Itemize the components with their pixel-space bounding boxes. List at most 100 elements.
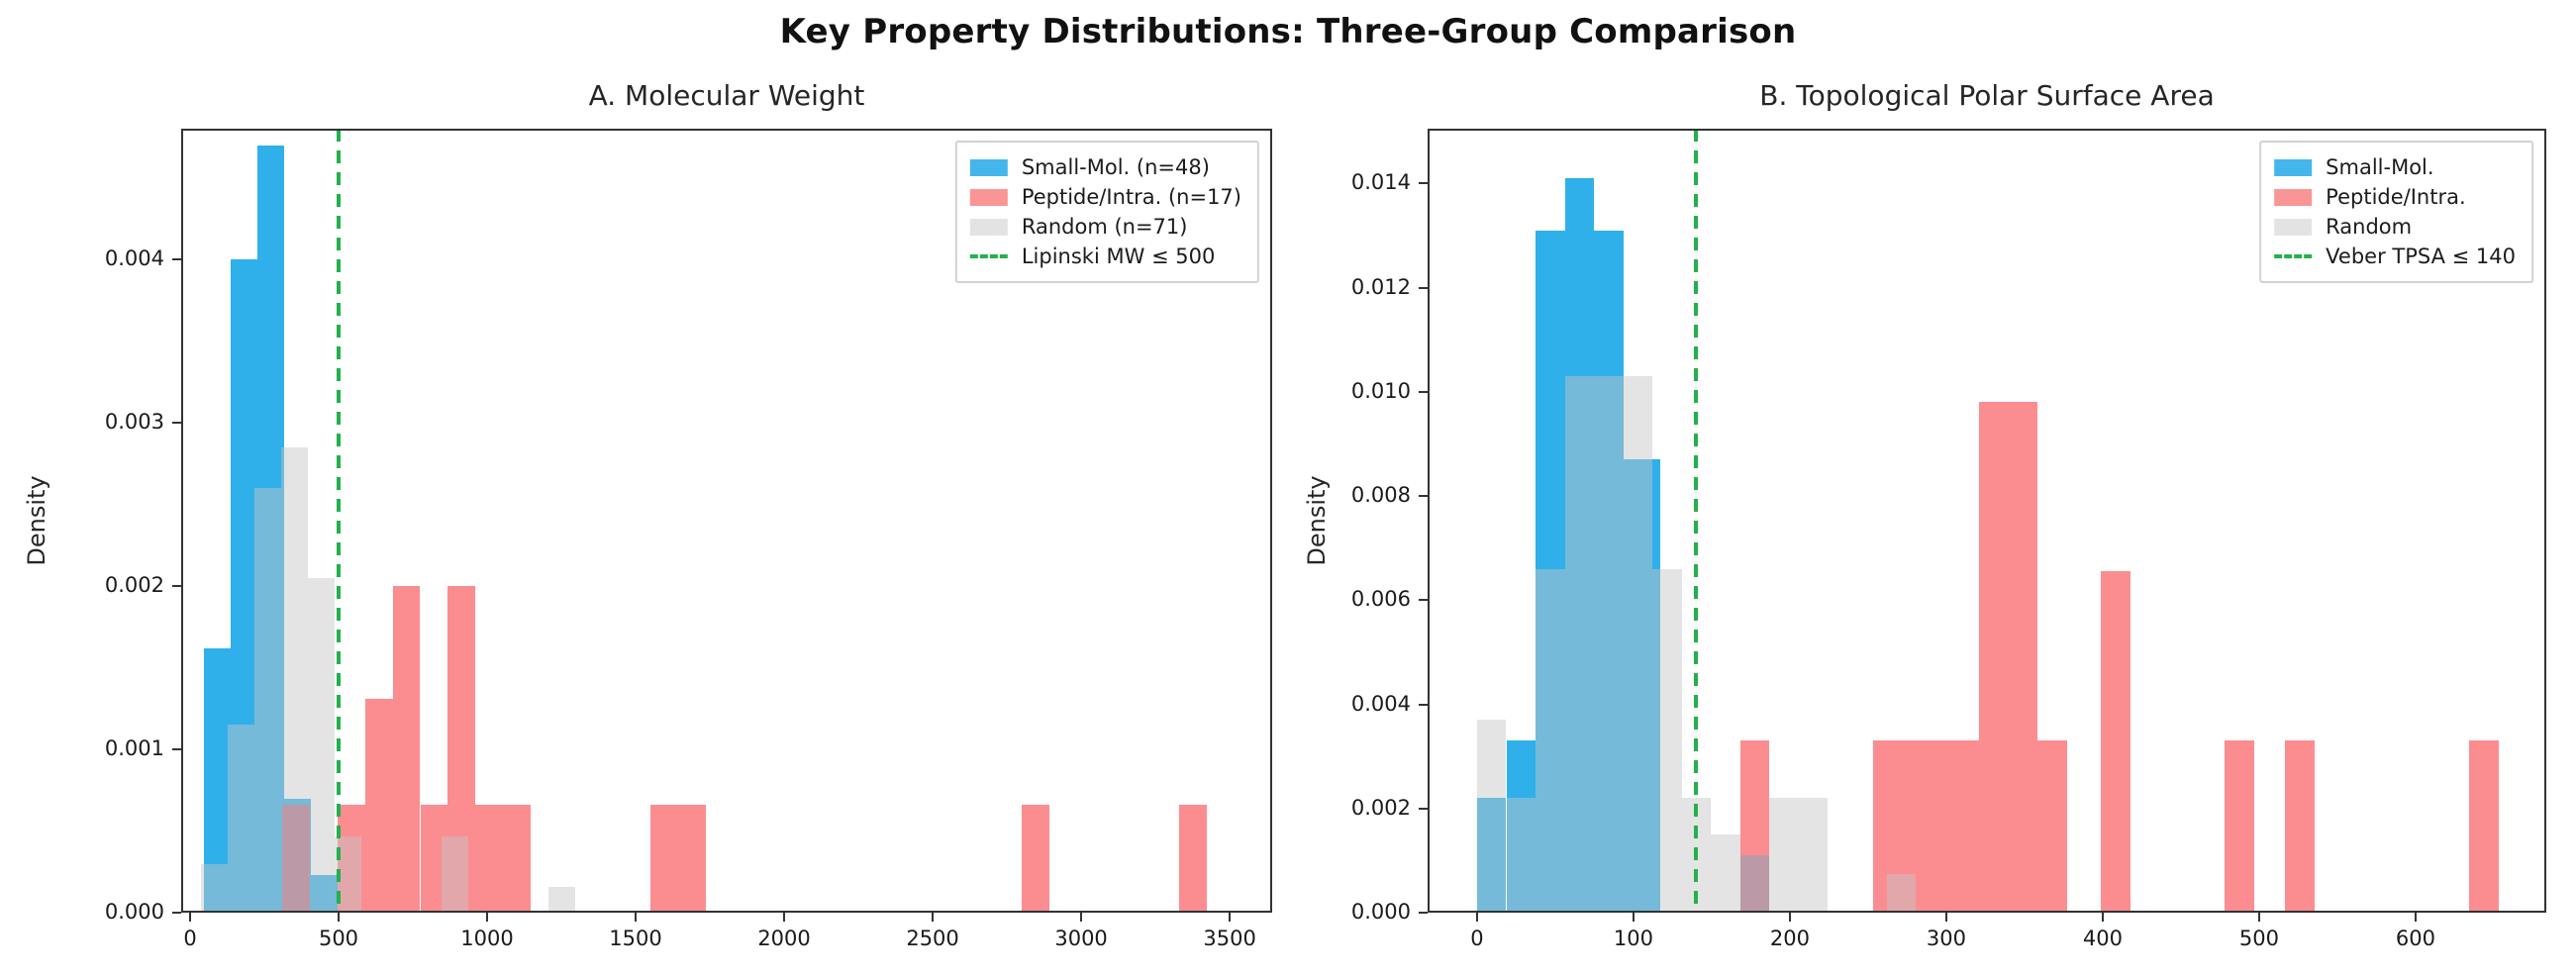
legend-label: Veber TPSA ≤ 140 [2326, 244, 2516, 268]
y-tick-label: 0.008 [1350, 483, 1411, 507]
bar-peptide-intra [2225, 740, 2254, 913]
x-tick-label: 500 [318, 927, 359, 950]
y-tick-mark [1419, 599, 1428, 602]
bar-peptide-intra [364, 698, 393, 913]
x-tick-mark [1229, 913, 1232, 922]
y-tick-label: 0.004 [1350, 691, 1411, 716]
x-tick-mark [338, 913, 340, 922]
bar-peptide-intra [282, 805, 310, 913]
threshold-line [337, 129, 341, 913]
x-tick-label: 3500 [1203, 927, 1256, 950]
legend-red-swatch [969, 188, 1008, 206]
bar-peptide-intra [392, 586, 421, 913]
bar-random [547, 886, 575, 913]
x-tick-mark [635, 913, 638, 922]
legend-label: Random [2326, 215, 2413, 239]
x-tick-label: 1000 [460, 927, 514, 950]
x-tick-mark [1632, 913, 1635, 922]
chart-a-ylabel: Density [23, 475, 50, 566]
x-tick-label: 200 [1769, 927, 1810, 950]
legend-item: Random (n=71) [969, 212, 1241, 242]
y-tick-mark [172, 748, 181, 750]
bar-random [1711, 834, 1740, 913]
bar-random [441, 835, 468, 913]
legend-gray-swatch [2274, 218, 2313, 236]
bar-random [1623, 376, 1653, 913]
bar-random [1564, 376, 1595, 913]
y-tick-label: 0.002 [1350, 795, 1411, 820]
y-tick-label: 0.000 [104, 900, 164, 924]
y-tick-mark [1419, 390, 1428, 393]
bar-small-mol [311, 875, 339, 913]
legend-label: Peptide/Intra. [2326, 185, 2466, 209]
x-tick-mark [932, 913, 935, 922]
legend-label: Peptide/Intra. (n=17) [1021, 185, 1241, 209]
bar-random [1594, 376, 1624, 913]
legend-item: Small-Mol. [2274, 152, 2516, 182]
y-tick-mark [1419, 912, 1428, 914]
x-tick-label: 0 [1470, 927, 1484, 950]
x-tick-mark [2101, 913, 2104, 922]
x-tick-mark [2414, 913, 2417, 922]
x-tick-label: 100 [1613, 927, 1653, 950]
bar-peptide-intra [1022, 805, 1049, 913]
x-tick-label: 1500 [609, 927, 662, 950]
bar-small-mol [1536, 230, 1565, 913]
bar-random [1476, 720, 1507, 913]
bar-peptide-intra [1179, 805, 1207, 913]
x-tick-mark [2257, 913, 2260, 922]
bar-peptide-intra [650, 805, 706, 913]
legend-dashed-line-swatch [969, 254, 1008, 258]
bar-random [307, 577, 335, 913]
y-tick-mark [172, 585, 181, 587]
threshold-line [1694, 129, 1699, 913]
legend-gray-swatch [969, 218, 1008, 236]
bar-peptide-intra [503, 805, 532, 913]
x-tick-label: 300 [1926, 927, 1966, 950]
x-tick-label: 600 [2395, 927, 2435, 950]
y-tick-label: 0.000 [1350, 900, 1411, 924]
legend-label: Random (n=71) [1021, 215, 1188, 239]
bar-random [1652, 568, 1682, 913]
y-tick-mark [172, 258, 181, 260]
bar-random [1739, 855, 1770, 913]
x-tick-mark [1080, 913, 1083, 922]
legend-item: Small-Mol. (n=48) [969, 152, 1241, 182]
bar-small-mol [1506, 740, 1536, 913]
legend-item: Veber TPSA ≤ 140 [2274, 242, 2516, 271]
x-tick-mark [189, 913, 191, 922]
bar-peptide-intra [2285, 740, 2315, 913]
bar-peptide-intra [337, 805, 365, 913]
bar-random [1536, 568, 1565, 913]
x-tick-label: 0 [183, 927, 197, 950]
legend-item: Random [2274, 212, 2516, 242]
legend-label: Small-Mol. [2326, 155, 2434, 179]
x-tick-label: 2500 [906, 927, 959, 950]
legend-label: Lipinski MW ≤ 500 [1021, 244, 1216, 268]
x-tick-mark [1475, 913, 1478, 922]
y-tick-label: 0.001 [104, 736, 164, 760]
bar-peptide-intra [1739, 740, 1770, 913]
bar-small-mol [204, 647, 232, 913]
bar-peptide-intra [2101, 571, 2130, 913]
legend-label: Small-Mol. (n=48) [1021, 155, 1210, 179]
x-tick-label: 500 [2238, 927, 2279, 950]
bar-peptide-intra [2469, 740, 2499, 913]
bar-random [1886, 873, 1917, 913]
y-tick-label: 0.010 [1350, 378, 1411, 403]
y-tick-mark [1419, 495, 1428, 497]
x-tick-mark [1944, 913, 1947, 922]
bar-random [253, 488, 281, 913]
y-tick-label: 0.012 [1350, 274, 1411, 299]
plot-area [1428, 129, 2546, 913]
x-tick-label: 3000 [1054, 927, 1108, 950]
bar-small-mol [1623, 459, 1660, 913]
y-tick-mark [1419, 807, 1428, 810]
x-tick-mark [486, 913, 489, 922]
legend-blue-swatch [969, 158, 1008, 176]
bar-small-mol [1594, 230, 1624, 913]
legend-item: Peptide/Intra. (n=17) [969, 182, 1241, 212]
legend-item: Lipinski MW ≤ 500 [969, 242, 1241, 271]
x-tick-label: 400 [2082, 927, 2123, 950]
